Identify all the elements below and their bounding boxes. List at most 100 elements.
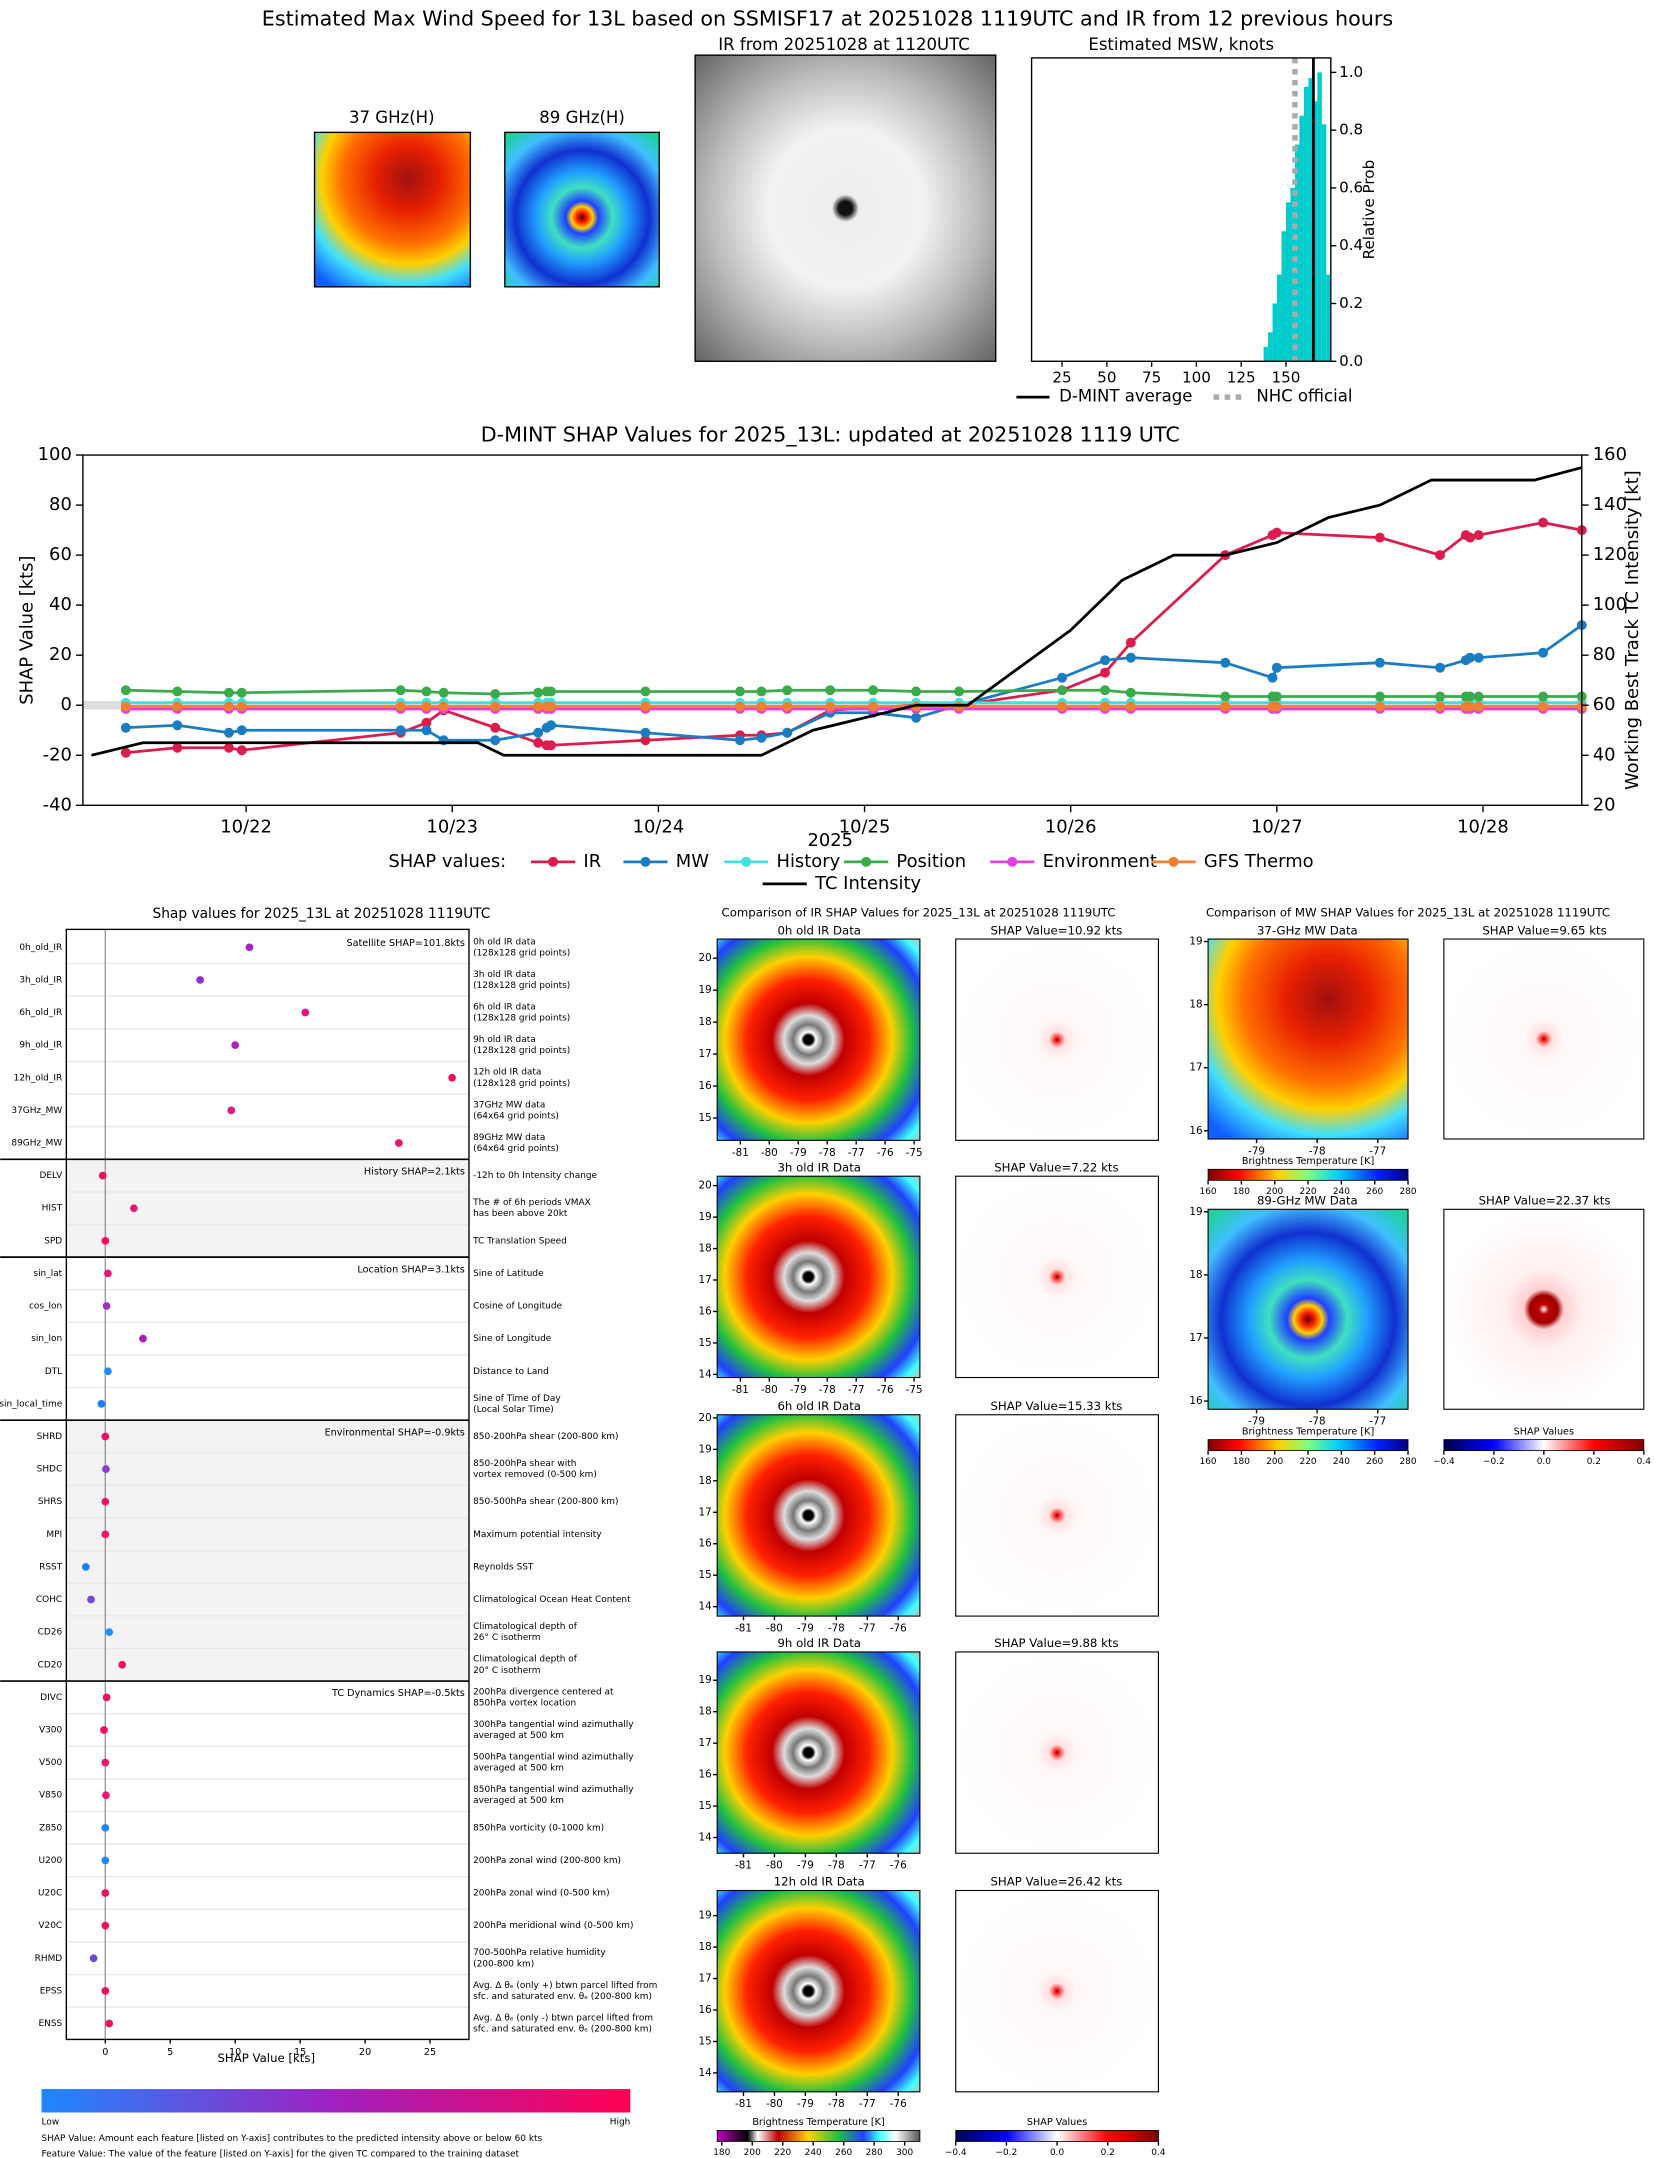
y-tick-label: 20 [49,644,72,665]
legend-title: SHAP values: [388,851,506,872]
feature-label: sin_lat [33,1269,62,1279]
series-point [911,712,922,723]
feature-description: sfc. and saturated env. θₑ (200-800 km) [473,1992,652,2002]
image-panel [1207,938,1409,1140]
panel-title: SHAP Value=7.22 kts [994,1160,1118,1174]
series-point [1465,701,1476,712]
feature-description: (128x128 grid points) [473,1014,570,1024]
colorbar-label: Brightness Temperature [K] [1242,1426,1374,1437]
series-point [1538,517,1549,528]
series-point [868,701,879,712]
colorbar-tick-label: −0.4 [1433,1457,1455,1467]
chart-title: Estimated MSW, knots [1088,35,1274,54]
feature-label: V300 [39,1725,63,1735]
y-tick-label: 16 [699,2004,712,2016]
legend-marker [640,856,651,867]
colorbar [1207,1439,1409,1452]
shap-dot [101,1889,110,1897]
series-point [490,701,501,712]
series-point [825,685,836,696]
feature-label: U20C [38,1889,62,1899]
series-point [533,727,544,738]
y-tick-label: 15 [699,2035,712,2047]
series-line [125,688,1582,698]
series-point [1125,637,1136,648]
ir-image [694,54,997,362]
section-title: Comparison of MW SHAP Values for 2025_13… [1206,905,1610,919]
shap-dot [231,1041,240,1050]
series-point [1473,530,1484,541]
colorbar-tick-label: 220 [1300,1457,1317,1467]
series-point [1538,691,1549,702]
shap-dot [102,1302,111,1310]
y-tick-label: 18 [699,1243,712,1255]
y-axis-label: Relative Prob [1360,160,1378,260]
series-point [1220,691,1231,702]
series-point [438,687,449,698]
y-tick-label: 19 [699,1211,712,1223]
series-point [1100,667,1111,678]
y-tick-label: 20 [699,952,712,964]
histogram-bar [1290,187,1295,362]
series-point [395,701,406,712]
series-point [490,688,501,699]
shap-dot [101,1432,110,1441]
x-tick-label: -80 [766,1622,783,1634]
x-tick-label: -78 [1309,1416,1326,1428]
x-tick-label: -75 [906,1384,923,1396]
feature-description: (128x128 grid points) [473,981,570,991]
shap-dot [89,1954,98,1963]
legend-marker [548,856,559,867]
panel-title: 0h old IR Data [777,923,861,937]
panel-title: 89-GHz MW Data [1257,1194,1358,1208]
x-tick-label: 10/26 [1045,816,1097,837]
y2-tick-label: 160 [1593,444,1627,465]
y2-axis-label: Working Best Track TC Intensity [kt] [1622,470,1643,790]
feature-description: 26° C isotherm [473,1633,540,1643]
mw37-image [313,131,472,288]
colorbar-tick-label: 0.2 [1587,1457,1601,1467]
y-tick-label: 19 [699,984,712,996]
colorbar-tick-label: 200 [1266,1187,1283,1197]
colorbar [1443,1439,1645,1452]
feature-description: (128x128 grid points) [473,948,570,958]
y-tick-label: 19 [699,1443,712,1455]
series-point [1465,652,1476,663]
x-tick-label: 5 [167,2047,173,2058]
panel-title: SHAP Value=26.42 kts [990,1875,1122,1889]
shap-dot [196,976,204,984]
series-point [640,701,651,712]
panel-title: 3h old IR Data [777,1160,861,1174]
colorbar-tick-label: 0.0 [1050,2148,1065,2158]
series-point [120,747,131,758]
feature-description: 200hPa zonal wind (200-800 km) [473,1856,621,1866]
group-label: Location SHAP=3.1kts [357,1264,464,1275]
series-point [1374,691,1385,702]
colorbar-tick-label: 260 [1366,1457,1383,1467]
feature-label: RHMD [35,1954,63,1964]
series-point [421,717,432,728]
series-point [438,701,449,712]
shap-dot [101,1530,110,1539]
x-tick-label: -78 [819,1384,836,1396]
feature-label: DTL [45,1367,62,1377]
y-tick-label: 0.6 [1339,178,1363,196]
panel-title: 37 GHz(H) [349,108,435,127]
x-tick-label: -81 [732,1384,749,1396]
y2-tick-label: 80 [1593,644,1616,665]
x-tick-label: 10/25 [839,816,891,837]
feature-description: Climatological depth of [473,1655,578,1665]
y2-tick-label: 60 [1593,694,1616,715]
colorbar-low: Low [42,2118,60,2128]
feature-label: COHC [36,1595,62,1605]
colorbar [716,2130,921,2142]
figure-title: Estimated Max Wind Speed for 13L based o… [262,6,1393,30]
colorbar-label: SHAP Values [1514,1426,1574,1437]
x-tick-label: -76 [890,1622,907,1634]
shap-dot [102,1693,111,1702]
histogram-bar [1321,124,1327,362]
y-tick-label: 17 [699,1274,712,1286]
feature-description: (200-800 km) [473,1959,534,1969]
colorbar-tick-label: −0.4 [945,2148,967,2158]
series-point [1435,550,1446,561]
